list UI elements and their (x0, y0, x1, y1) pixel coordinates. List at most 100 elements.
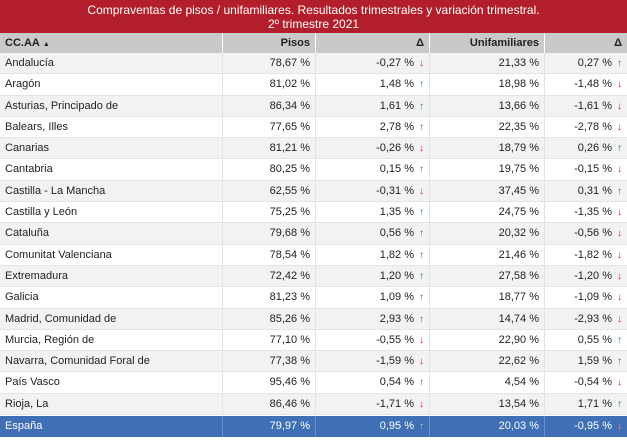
arrow-down-icon: ↓ (419, 143, 424, 155)
table-header: CC.AA ▲ Pisos Δ Unifamiliares Δ (0, 33, 627, 53)
arrow-down-icon: ↓ (617, 121, 622, 133)
delta-pisos-value: -0,55 % (376, 333, 414, 346)
header-unifamiliares[interactable]: Unifamiliares (430, 33, 545, 53)
region-name: Rioja, La (0, 393, 223, 415)
delta-pisos-value: 1,09 % (379, 291, 414, 304)
unifamiliares-value: 21,46 % (430, 244, 545, 265)
delta-pisos: -1,71 % ↓ (316, 393, 430, 415)
delta-pisos: -0,27 % ↓ (316, 53, 430, 74)
table-row: Asturias, Principado de 86,34 % 1,61 % ↑ 13,… (0, 95, 627, 117)
arrow-up-icon: ↑ (419, 100, 424, 112)
pisos-value: 75,25 % (223, 202, 316, 223)
delta-unifamiliares-value: 0,26 % (577, 142, 612, 155)
delta-unifamiliares-value: 1,59 % (577, 355, 612, 368)
pisos-value: 86,34 % (223, 95, 316, 116)
table-row: Castilla y León 75,25 % 1,35 % ↑ 24,75 % -1,3… (0, 202, 627, 224)
region-name: Galicia (0, 287, 223, 308)
table-row: Murcia, Región de 77,10 % -0,55 % ↓ 22,90 % 0… (0, 329, 627, 352)
unifamiliares-value: 37,45 % (430, 180, 545, 202)
arrow-up-icon: ↑ (419, 313, 424, 325)
delta-unifamiliares: 1,59 % ↑ (545, 351, 627, 371)
arrow-up-icon: ↑ (419, 164, 424, 176)
unifamiliares-value: 22,90 % (430, 329, 545, 351)
unifamiliares-value: 13,54 % (430, 393, 545, 415)
table-row: Castilla - La Mancha 62,55 % -0,31 % ↓ 37,45… (0, 180, 627, 203)
delta-unifamiliares: 0,27 % ↑ (545, 53, 627, 73)
header-pisos[interactable]: Pisos (223, 33, 316, 53)
region-name: Extremadura (0, 265, 223, 287)
arrow-up-icon: ↑ (419, 421, 424, 432)
sort-ascending-icon[interactable]: ▲ (42, 41, 50, 48)
delta-unifamiliares: -1,35 % ↓ (545, 202, 627, 222)
delta-pisos: 0,15 % ↑ (316, 159, 430, 180)
header-region[interactable]: CC.AA ▲ (0, 33, 223, 53)
delta-unifamiliares-value: -1,20 % (574, 269, 612, 282)
region-name: Asturias, Principado de (0, 95, 223, 116)
header-delta-unifamiliares[interactable]: Δ (545, 33, 627, 53)
pisos-value: 77,10 % (223, 329, 316, 351)
region-name: Castilla - La Mancha (0, 180, 223, 202)
table-row: Galicia 81,23 % 1,09 % ↑ 18,77 % -1,09 % ↓ (0, 287, 627, 309)
region-name: Cataluña (0, 223, 223, 244)
title-line-2: 2º trimestre 2021 (267, 17, 360, 31)
arrow-up-icon: ↑ (617, 185, 622, 197)
unifamiliares-value: 4,54 % (430, 372, 545, 393)
arrow-up-icon: ↑ (617, 58, 622, 69)
delta-pisos-value: 1,48 % (379, 78, 414, 91)
header-delta-pisos[interactable]: Δ (316, 33, 430, 53)
arrow-down-icon: ↓ (617, 79, 622, 91)
unifamiliares-value: 13,66 % (430, 95, 545, 116)
delta-pisos-value: -0,31 % (376, 184, 414, 197)
arrow-up-icon: ↑ (419, 121, 424, 133)
delta-pisos-value: 1,35 % (379, 206, 414, 219)
unifamiliares-value: 20,32 % (430, 223, 545, 244)
region-name: Madrid, Comunidad de (0, 308, 223, 329)
arrow-up-icon: ↑ (419, 79, 424, 91)
arrow-up-icon: ↑ (617, 334, 622, 346)
pisos-value: 78,54 % (223, 244, 316, 265)
delta-pisos-value: 1,61 % (379, 99, 414, 112)
unifamiliares-value: 27,58 % (430, 265, 545, 287)
delta-pisos: -0,55 % ↓ (316, 329, 430, 351)
delta-pisos-value: 2,93 % (379, 312, 414, 325)
arrow-up-icon: ↑ (419, 377, 424, 389)
pisos-value: 79,68 % (223, 223, 316, 244)
total-delta-pisos-value: 0,95 % (379, 420, 414, 432)
arrow-up-icon: ↑ (419, 249, 424, 261)
pisos-value: 81,02 % (223, 74, 316, 95)
delta-unifamiliares-value: -1,48 % (574, 78, 612, 91)
region-name: Cantabria (0, 159, 223, 180)
header-region-label: CC.AA (5, 37, 40, 49)
table-row: Canarias 81,21 % -0,26 % ↓ 18,79 % 0,26 % ↑ (0, 138, 627, 160)
delta-pisos-value: -1,59 % (376, 355, 414, 368)
delta-pisos-value: 1,20 % (379, 269, 414, 282)
delta-pisos-value: 0,54 % (379, 376, 414, 389)
delta-unifamiliares: 0,26 % ↑ (545, 138, 627, 158)
pisos-value: 85,26 % (223, 308, 316, 329)
pisos-value: 77,38 % (223, 351, 316, 372)
unifamiliares-value: 24,75 % (430, 202, 545, 223)
region-name: Andalucía (0, 53, 223, 74)
delta-pisos: -0,31 % ↓ (316, 180, 430, 202)
total-unifamiliares: 20,03 % (430, 416, 545, 437)
delta-unifamiliares: -1,48 % ↓ (545, 74, 627, 94)
table-row: Extremadura 72,42 % 1,20 % ↑ 27,58 % -1,20 % ↓ (0, 265, 627, 288)
pisos-value: 81,21 % (223, 138, 316, 159)
table-row: Balears, Illes 77,65 % 2,78 % ↑ 22,35 % -2,78… (0, 116, 627, 139)
delta-pisos: 1,35 % ↑ (316, 202, 430, 223)
delta-unifamiliares: -1,09 % ↓ (545, 287, 627, 307)
region-name: Canarias (0, 138, 223, 159)
delta-unifamiliares-value: 0,27 % (577, 57, 612, 69)
unifamiliares-value: 22,62 % (430, 351, 545, 372)
total-row: España 79,97 % 0,95 % ↑ 20,03 % -0,95 % ↓ (0, 416, 627, 437)
table-row: Aragón 81,02 % 1,48 % ↑ 18,98 % -1,48 % ↓ (0, 74, 627, 96)
delta-pisos: 1,09 % ↑ (316, 287, 430, 308)
delta-unifamiliares: 1,71 % ↑ (545, 394, 627, 414)
region-name: Comunitat Valenciana (0, 244, 223, 265)
arrow-down-icon: ↓ (617, 421, 622, 432)
delta-pisos: 0,54 % ↑ (316, 372, 430, 393)
delta-unifamiliares-value: 0,31 % (577, 184, 612, 197)
delta-pisos-value: 0,56 % (379, 227, 414, 240)
delta-unifamiliares: -1,61 % ↓ (545, 96, 627, 116)
